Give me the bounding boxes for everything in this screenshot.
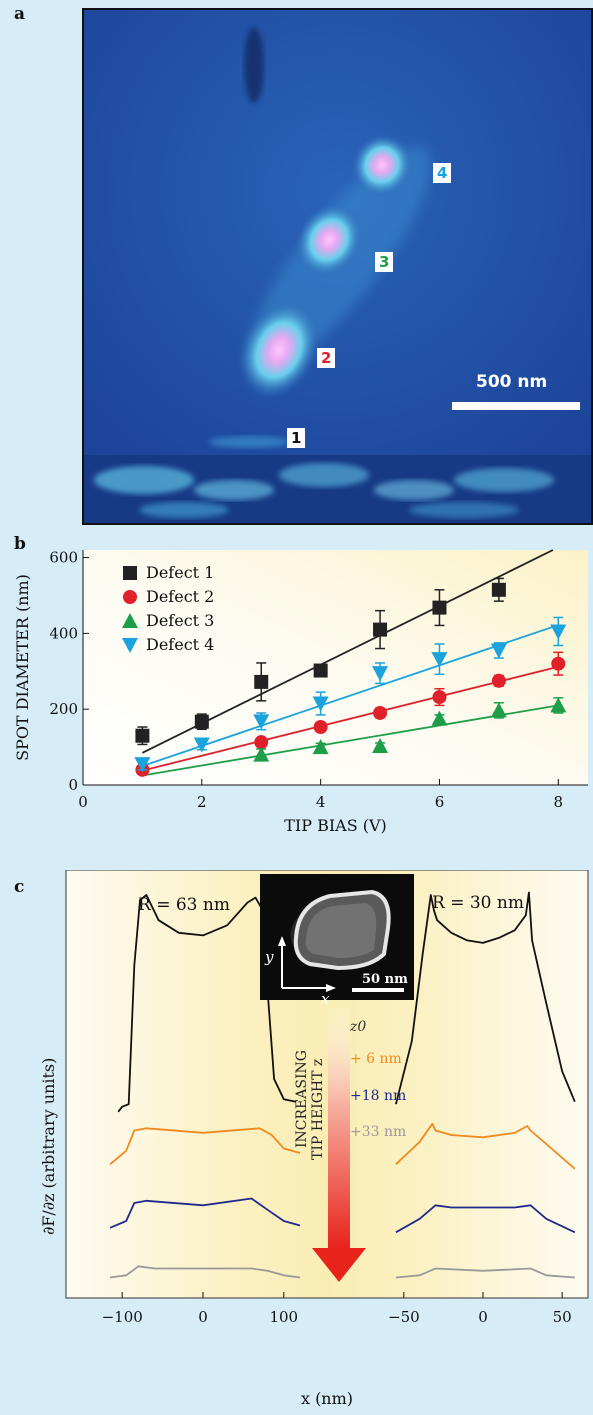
y-tick-label: 0 xyxy=(68,776,78,794)
legend-marker-defect-3 xyxy=(122,613,138,628)
legend-label-defect-1: Defect 1 xyxy=(146,563,214,582)
panel-a-letter: a xyxy=(14,4,26,24)
height-label-6: + 6 nm xyxy=(350,1051,402,1067)
point-defect-4 xyxy=(253,714,270,730)
point-defect-1 xyxy=(373,622,388,637)
inset-axis-x: x xyxy=(321,990,330,1008)
point-defect-1 xyxy=(194,714,209,729)
plot-area xyxy=(83,550,588,785)
point-defect-1 xyxy=(432,600,447,615)
x-tick-label: 6 xyxy=(435,793,445,811)
chart-b: 0 200 400 600 0 2 4 6 8 SPOT DIAMETER (nm) TIP BIA… xyxy=(13,549,588,835)
point-defect-4 xyxy=(550,624,567,640)
point-defect-3 xyxy=(253,746,270,762)
curve-r30-2 xyxy=(395,1204,576,1234)
curve-r63-2 xyxy=(109,1197,301,1229)
x-tick-label: 100 xyxy=(269,1308,298,1326)
inset-scale-bar xyxy=(352,988,404,992)
point-defect-4 xyxy=(193,737,210,753)
point-defect-2 xyxy=(373,705,388,720)
point-defect-4 xyxy=(490,643,507,659)
c-ylabel: ∂F/∂z (arbitrary units) xyxy=(39,1058,58,1235)
x-tick-label: −50 xyxy=(388,1308,420,1326)
y-tick-label: 600 xyxy=(49,549,78,567)
point-defect-3 xyxy=(372,737,389,753)
point-defect-2 xyxy=(551,656,566,671)
x-tick-label: 8 xyxy=(554,793,564,811)
curve-r30-1 xyxy=(395,1122,576,1170)
defect-label-4: 4 xyxy=(433,163,452,183)
chart-c: y x 50 nm INCREASING TIP HEIGHT z z0 + 6… xyxy=(39,870,589,1408)
legend-label-defect-3: Defect 3 xyxy=(146,611,214,630)
y-tick-label: 200 xyxy=(49,700,78,718)
panel-c-letter: c xyxy=(14,877,25,897)
point-defect-2 xyxy=(432,690,447,705)
legend-marker-defect-4 xyxy=(122,638,138,653)
scale-bar xyxy=(452,402,580,410)
inset-image: y x 50 nm xyxy=(260,874,414,1008)
point-defect-3 xyxy=(490,702,507,718)
b-ylabel: SPOT DIAMETER (nm) xyxy=(13,574,32,761)
x-tick-label: 0 xyxy=(198,1308,208,1326)
height-label-z0: z0 xyxy=(349,1019,366,1035)
point-defect-1 xyxy=(313,663,328,678)
annotation-r30: R = 30 nm xyxy=(432,893,524,913)
x-tick-label: 2 xyxy=(197,793,207,811)
x-tick-label: 50 xyxy=(553,1308,572,1326)
point-defect-4 xyxy=(312,696,329,712)
curve-r30-3 xyxy=(395,1267,575,1279)
point-defect-3 xyxy=(550,697,567,713)
annotation-r63: R = 63 nm xyxy=(138,895,230,915)
x-tick-label: 0 xyxy=(78,793,88,811)
point-defect-2 xyxy=(254,735,269,750)
x-tick-label: 0 xyxy=(478,1308,488,1326)
curve-r63-0 xyxy=(117,894,297,1113)
point-defect-4 xyxy=(372,666,389,682)
inset-scale-label: 50 nm xyxy=(362,972,408,987)
legend-label-defect-2: Defect 2 xyxy=(146,587,214,606)
point-defect-1 xyxy=(254,674,269,689)
afm-image-render xyxy=(84,10,591,523)
defect-label-2: 2 xyxy=(317,348,336,368)
increasing-height-arrow: INCREASING TIP HEIGHT z xyxy=(294,1008,366,1282)
point-defect-3 xyxy=(431,710,448,726)
height-label-33: +33 nm xyxy=(350,1124,406,1140)
panel-b-letter: b xyxy=(14,534,26,554)
arrow-label-line1: INCREASING xyxy=(294,1050,310,1148)
point-defect-2 xyxy=(491,673,506,688)
c-xlabel: x (nm) xyxy=(301,1389,353,1408)
b-xlabel: TIP BIAS (V) xyxy=(284,816,387,835)
legend-label-defect-4: Defect 4 xyxy=(146,635,214,654)
curve-r63-3 xyxy=(109,1265,301,1279)
defect-label-3: 3 xyxy=(375,252,394,272)
afm-image: 4 3 2 1 500 nm xyxy=(82,8,593,525)
fit-line-defect-1 xyxy=(142,549,554,754)
legend-marker-defect-1 xyxy=(123,566,137,580)
point-defect-3 xyxy=(312,739,329,755)
point-defect-4 xyxy=(431,652,448,668)
curve-r63-1 xyxy=(109,1127,301,1165)
point-defect-1 xyxy=(135,728,150,743)
y-tick-label: 400 xyxy=(49,624,78,642)
fit-line-defect-3 xyxy=(142,704,559,777)
curve-r30-0 xyxy=(395,891,576,1105)
scale-bar-label: 500 nm xyxy=(476,372,548,392)
x-tick-label: −100 xyxy=(102,1308,143,1326)
point-defect-4 xyxy=(134,757,151,773)
fit-line-defect-2 xyxy=(142,665,559,772)
x-tick-label: 4 xyxy=(316,793,326,811)
defect-label-1: 1 xyxy=(287,428,306,448)
height-label-18: +18 nm xyxy=(350,1088,406,1104)
inset-axis-y: y xyxy=(264,948,274,966)
fit-line-defect-4 xyxy=(142,624,559,767)
point-defect-2 xyxy=(313,720,328,735)
arrow-label-line2: TIP HEIGHT z xyxy=(310,1059,326,1160)
point-defect-1 xyxy=(491,582,506,597)
legend-marker-defect-2 xyxy=(123,590,137,604)
